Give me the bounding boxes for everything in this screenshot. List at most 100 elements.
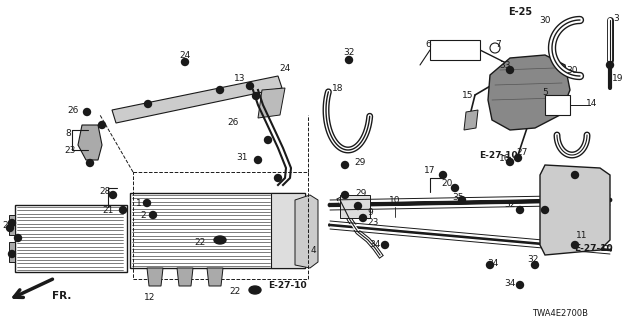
Text: 34: 34 bbox=[369, 239, 381, 249]
Circle shape bbox=[506, 67, 513, 74]
Text: 7: 7 bbox=[495, 39, 501, 49]
Text: 30: 30 bbox=[540, 15, 551, 25]
Circle shape bbox=[458, 196, 465, 204]
Circle shape bbox=[516, 206, 524, 213]
Text: 6: 6 bbox=[425, 39, 431, 49]
Circle shape bbox=[355, 203, 362, 210]
Circle shape bbox=[531, 261, 538, 268]
Text: 29: 29 bbox=[355, 157, 365, 166]
Polygon shape bbox=[545, 95, 570, 115]
Text: 13: 13 bbox=[234, 74, 246, 83]
Text: E-27-10: E-27-10 bbox=[573, 244, 612, 252]
Circle shape bbox=[6, 225, 13, 231]
Circle shape bbox=[440, 172, 447, 179]
Circle shape bbox=[253, 92, 259, 100]
Text: 31: 31 bbox=[236, 153, 248, 162]
Circle shape bbox=[255, 156, 262, 164]
Text: 32: 32 bbox=[504, 199, 516, 209]
Circle shape bbox=[8, 220, 15, 227]
Text: 20: 20 bbox=[442, 179, 452, 188]
Circle shape bbox=[143, 199, 150, 206]
Text: 11: 11 bbox=[576, 230, 588, 239]
Circle shape bbox=[490, 43, 500, 53]
Polygon shape bbox=[112, 76, 282, 123]
Text: 18: 18 bbox=[332, 84, 344, 92]
Circle shape bbox=[342, 191, 349, 198]
Circle shape bbox=[83, 108, 90, 116]
Text: 34: 34 bbox=[504, 278, 516, 287]
Circle shape bbox=[182, 59, 189, 66]
Circle shape bbox=[572, 172, 579, 179]
Text: 25: 25 bbox=[3, 220, 13, 229]
Polygon shape bbox=[9, 215, 15, 235]
Circle shape bbox=[572, 242, 579, 249]
Text: 10: 10 bbox=[389, 196, 401, 204]
Text: 9: 9 bbox=[367, 207, 373, 217]
Circle shape bbox=[150, 212, 157, 219]
Text: 22: 22 bbox=[229, 287, 241, 297]
Text: 3: 3 bbox=[613, 13, 619, 22]
Polygon shape bbox=[258, 88, 285, 118]
Circle shape bbox=[99, 122, 106, 129]
Polygon shape bbox=[177, 268, 193, 286]
Text: 14: 14 bbox=[586, 99, 598, 108]
Text: 8: 8 bbox=[65, 129, 71, 138]
Text: E-25: E-25 bbox=[508, 7, 532, 17]
Circle shape bbox=[541, 206, 548, 213]
Polygon shape bbox=[9, 242, 15, 262]
Circle shape bbox=[451, 185, 458, 191]
Text: 23: 23 bbox=[367, 218, 379, 227]
Circle shape bbox=[516, 282, 524, 289]
Text: 30: 30 bbox=[566, 66, 578, 75]
Circle shape bbox=[86, 159, 93, 166]
Text: 32: 32 bbox=[343, 47, 355, 57]
Polygon shape bbox=[207, 268, 223, 286]
Ellipse shape bbox=[249, 286, 261, 294]
Circle shape bbox=[216, 86, 223, 93]
Circle shape bbox=[346, 57, 353, 63]
Circle shape bbox=[275, 174, 282, 181]
Text: 35: 35 bbox=[452, 193, 464, 202]
Text: 19: 19 bbox=[612, 74, 624, 83]
Text: 27: 27 bbox=[516, 148, 528, 156]
Text: E-27-10: E-27-10 bbox=[479, 150, 517, 159]
Circle shape bbox=[381, 242, 388, 249]
Polygon shape bbox=[78, 125, 102, 160]
Text: 2: 2 bbox=[140, 211, 146, 220]
Text: 12: 12 bbox=[144, 293, 156, 302]
Ellipse shape bbox=[214, 236, 226, 244]
Text: 26: 26 bbox=[67, 106, 79, 115]
Text: 22: 22 bbox=[195, 237, 205, 246]
Circle shape bbox=[607, 61, 614, 68]
Polygon shape bbox=[430, 40, 480, 60]
Polygon shape bbox=[540, 165, 610, 255]
Text: 26: 26 bbox=[227, 117, 239, 126]
Circle shape bbox=[109, 191, 116, 198]
Polygon shape bbox=[464, 110, 478, 130]
Text: 34: 34 bbox=[487, 259, 499, 268]
Polygon shape bbox=[295, 195, 318, 268]
Bar bbox=[133, 172, 308, 279]
Circle shape bbox=[145, 100, 152, 108]
Circle shape bbox=[8, 251, 15, 258]
Circle shape bbox=[486, 261, 493, 268]
Polygon shape bbox=[147, 268, 163, 286]
Text: E-27-10: E-27-10 bbox=[268, 281, 307, 290]
Text: 5: 5 bbox=[542, 87, 548, 97]
Text: TWA4E2700B: TWA4E2700B bbox=[532, 308, 588, 317]
Polygon shape bbox=[488, 55, 570, 130]
Polygon shape bbox=[271, 193, 305, 268]
Text: 33: 33 bbox=[499, 60, 511, 69]
Circle shape bbox=[264, 137, 271, 143]
Text: FR.: FR. bbox=[52, 291, 72, 301]
Text: 17: 17 bbox=[424, 165, 436, 174]
Text: 21: 21 bbox=[102, 205, 114, 214]
Text: 1: 1 bbox=[136, 198, 142, 207]
Circle shape bbox=[15, 235, 22, 242]
Text: 28: 28 bbox=[99, 187, 111, 196]
Polygon shape bbox=[340, 195, 370, 218]
Text: 24: 24 bbox=[280, 63, 291, 73]
Text: 15: 15 bbox=[462, 91, 474, 100]
Circle shape bbox=[515, 155, 522, 162]
Text: 23: 23 bbox=[64, 146, 76, 155]
